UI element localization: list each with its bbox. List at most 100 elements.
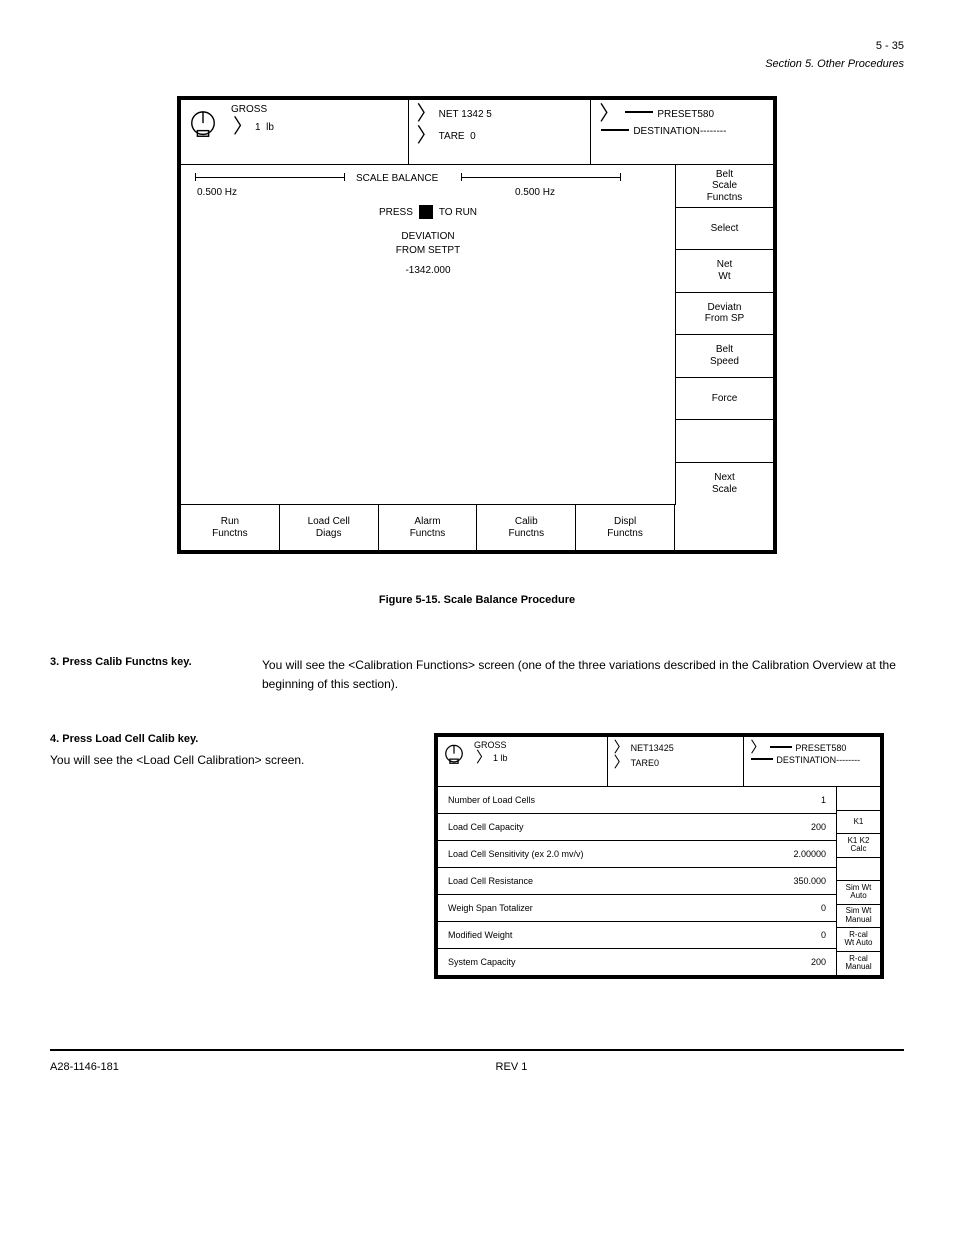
value-net: 1342 bbox=[461, 109, 483, 120]
param-value: 1 bbox=[821, 795, 826, 805]
footer-rev: REV 1 bbox=[496, 1061, 528, 1073]
value2-net: 1342 bbox=[649, 743, 669, 753]
section-label: Section 5. Other Procedures bbox=[765, 58, 904, 70]
monitor-icon bbox=[181, 100, 225, 164]
softkey2-3 bbox=[836, 858, 880, 882]
status-col-3: 〉PRESET 580 DESTINATION -------- bbox=[590, 100, 773, 164]
softkey-net-wt[interactable]: NetWt bbox=[675, 250, 773, 293]
left-freq: 0.500 Hz bbox=[197, 187, 237, 198]
page-number: 5 - 35 bbox=[765, 40, 904, 52]
press-label: PRESS bbox=[379, 207, 413, 218]
param-value: 200 bbox=[811, 822, 826, 832]
right-scalebar bbox=[461, 173, 621, 181]
param-label: Weigh Span Totalizer bbox=[448, 903, 821, 913]
softkey-displ[interactable]: DisplFunctns bbox=[576, 505, 675, 550]
softkey2-simwt-auto[interactable]: Sim WtAuto bbox=[836, 881, 880, 905]
right-softkeys: BeltScaleFunctns Select NetWt DeviatnFro… bbox=[675, 165, 773, 505]
softkey2-rcal-manual[interactable]: R-calManual bbox=[836, 952, 880, 976]
label-destination: DESTINATION bbox=[633, 126, 699, 137]
status-bar: GROSS 〉1 lb 〉NET 1342 5 〉TARE 0 〉PRESET … bbox=[181, 100, 773, 165]
unit-lb: lb bbox=[266, 122, 274, 133]
deviation-label: DEVIATION bbox=[181, 231, 675, 242]
softkey-force[interactable]: Force bbox=[675, 378, 773, 421]
value2-scale-id: 1 bbox=[493, 753, 498, 763]
figure-caption: Figure 5-15. Scale Balance Procedure bbox=[50, 594, 904, 606]
status2-col1: GROSS 〉1 lb bbox=[470, 737, 607, 786]
step3-heading: 3. Press Calib Functns key. bbox=[50, 656, 250, 689]
value2-destination: -------- bbox=[836, 755, 860, 765]
monitor-icon-2 bbox=[438, 737, 470, 786]
loadcell-param-list: Number of Load Cells1 Load Cell Capacity… bbox=[438, 787, 836, 975]
label2-preset: PRESET bbox=[795, 743, 831, 753]
label2-destination: DESTINATION bbox=[776, 755, 836, 765]
bottom-softkeys: RunFunctns Load CellDiags AlarmFunctns C… bbox=[181, 505, 773, 550]
table-row: System Capacity200 bbox=[438, 949, 836, 975]
unit2-lb: lb bbox=[501, 753, 508, 763]
value-tare: 0 bbox=[470, 131, 476, 142]
softkey-empty bbox=[675, 420, 773, 463]
table-row: Load Cell Sensitivity (ex 2.0 mv/v)2.000… bbox=[438, 841, 836, 868]
left-scalebar bbox=[195, 173, 345, 181]
footer-doc-id: A28-1146-181 bbox=[50, 1061, 119, 1073]
status-col-1: GROSS 〉1 lb bbox=[225, 100, 408, 164]
table-row: Load Cell Capacity200 bbox=[438, 814, 836, 841]
value2-preset: 580 bbox=[831, 743, 846, 753]
label2-tare: TARE bbox=[631, 758, 654, 768]
param-label: Number of Load Cells bbox=[448, 795, 821, 805]
softkey-belt-scale[interactable]: BeltScaleFunctns bbox=[675, 165, 773, 208]
param-label: Load Cell Capacity bbox=[448, 822, 811, 832]
stop-icon bbox=[419, 205, 433, 219]
value2-tare: 0 bbox=[654, 758, 659, 768]
label-scale-balance: SCALE BALANCE bbox=[356, 173, 438, 184]
param-label: Modified Weight bbox=[448, 930, 821, 940]
softkey-select[interactable]: Select bbox=[675, 208, 773, 251]
status2-col2: 〉NET 1342 5 〉TARE 0 bbox=[607, 737, 744, 786]
softkey-alarm[interactable]: AlarmFunctns bbox=[379, 505, 478, 550]
label-preset: PRESET bbox=[657, 109, 697, 120]
softkey2-simwt-manual[interactable]: Sim WtManual bbox=[836, 905, 880, 929]
param-value: 350.000 bbox=[793, 876, 826, 886]
label-gross: GROSS bbox=[231, 104, 267, 115]
main-display: SCALE BALANCE 0.500 Hz 0.500 Hz PRESS TO… bbox=[181, 165, 675, 505]
softkey-belt-speed[interactable]: BeltSpeed bbox=[675, 335, 773, 378]
step4-heading: 4. Press Load Cell Calib key. bbox=[50, 733, 410, 745]
scale-balance-screen: GROSS 〉1 lb 〉NET 1342 5 〉TARE 0 〉PRESET … bbox=[177, 96, 777, 554]
softkey2-0 bbox=[836, 787, 880, 811]
table-row: Number of Load Cells1 bbox=[438, 787, 836, 814]
step3-body: You will see the <Calibration Functions>… bbox=[262, 656, 904, 693]
table-row: Load Cell Resistance350.000 bbox=[438, 868, 836, 895]
softkey-run[interactable]: RunFunctns bbox=[181, 505, 280, 550]
param-value: 0 bbox=[821, 903, 826, 913]
table-row: Weigh Span Totalizer0 bbox=[438, 895, 836, 922]
to-run-label: TO RUN bbox=[439, 207, 477, 218]
param-label: System Capacity bbox=[448, 957, 811, 967]
softkey-next-scale[interactable]: NextScale bbox=[675, 463, 773, 506]
param-value: 2.00000 bbox=[793, 849, 826, 859]
value-scale-id: 1 bbox=[255, 122, 261, 133]
softkey-calib[interactable]: CalibFunctns bbox=[477, 505, 576, 550]
table-row: Modified Weight0 bbox=[438, 922, 836, 949]
param-label: Load Cell Sensitivity (ex 2.0 mv/v) bbox=[448, 849, 793, 859]
step4-body: You will see the <Load Cell Calibration>… bbox=[50, 751, 410, 770]
softkey-bottom-empty bbox=[675, 505, 773, 550]
status2-col3: 〉PRESET 580 DESTINATION -------- bbox=[743, 737, 880, 786]
deviation-value: -1342.000 bbox=[181, 265, 675, 276]
right-softkeys-2: K1 K1 K2Calc Sim WtAuto Sim WtManual R-c… bbox=[836, 787, 880, 975]
softkey2-k1k2[interactable]: K1 K2Calc bbox=[836, 834, 880, 858]
status-bar-2: GROSS 〉1 lb 〉NET 1342 5 〉TARE 0 〉PRESET … bbox=[438, 737, 880, 787]
right-freq: 0.500 Hz bbox=[515, 187, 555, 198]
footer-rule bbox=[50, 1049, 904, 1051]
param-value: 200 bbox=[811, 957, 826, 967]
value-5: 5 bbox=[486, 109, 492, 120]
softkey-deviation[interactable]: DeviatnFrom SP bbox=[675, 293, 773, 336]
softkey2-rcal-auto[interactable]: R-calWt Auto bbox=[836, 928, 880, 952]
label2-net: NET bbox=[631, 743, 649, 753]
softkey-loadcell-diags[interactable]: Load CellDiags bbox=[280, 505, 379, 550]
param-label: Load Cell Resistance bbox=[448, 876, 793, 886]
param-value: 0 bbox=[821, 930, 826, 940]
label-tare: TARE bbox=[439, 131, 465, 142]
value-preset: 580 bbox=[697, 109, 714, 120]
softkey2-k1[interactable]: K1 bbox=[836, 811, 880, 835]
value2-5: 5 bbox=[669, 743, 674, 753]
value-destination: -------- bbox=[700, 126, 727, 137]
